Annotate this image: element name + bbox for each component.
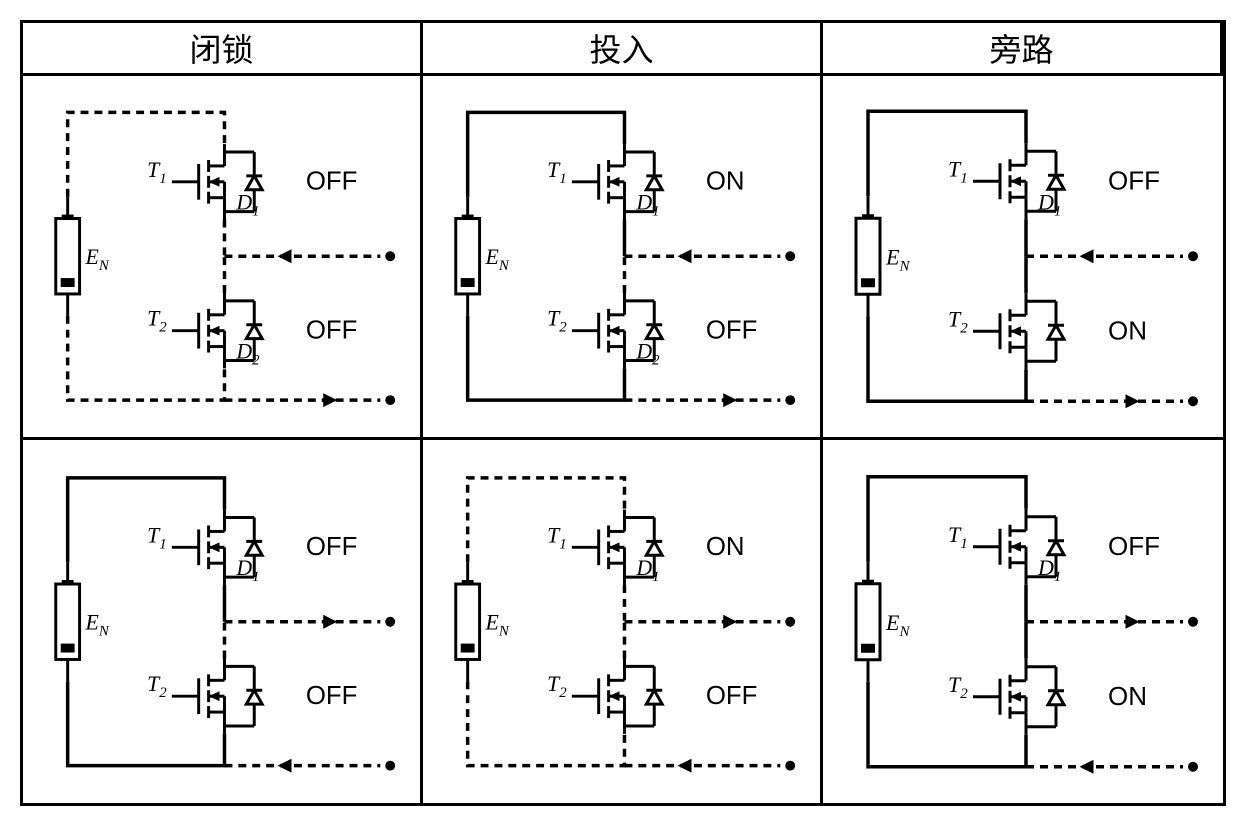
- svg-text:OFF: OFF: [306, 533, 358, 561]
- header-insert: 投入: [423, 23, 823, 76]
- svg-text:T2: T2: [547, 672, 567, 701]
- header-lockout: 闭锁: [23, 23, 423, 76]
- svg-text:T2: T2: [547, 307, 567, 336]
- svg-text:T1: T1: [547, 158, 567, 187]
- svg-text:D2: D2: [235, 339, 260, 368]
- svg-text:ON: ON: [706, 168, 745, 196]
- svg-text:D1: D1: [1037, 554, 1061, 584]
- svg-text:T1: T1: [147, 158, 167, 187]
- cell-0-1: T1 T2 D1 D2 EN ON OFF: [423, 76, 823, 440]
- svg-text:EN: EN: [485, 610, 510, 639]
- svg-text:OFF: OFF: [306, 317, 358, 345]
- svg-text:T1: T1: [948, 521, 968, 551]
- svg-text:T1: T1: [147, 523, 167, 552]
- svg-text:EN: EN: [85, 610, 110, 639]
- cell-1-1: T1 T2 D1 EN ON OFF: [423, 440, 823, 804]
- cell-1-0: T1 T2 D1 EN OFF OFF: [23, 440, 423, 804]
- svg-text:OFF: OFF: [1108, 165, 1160, 195]
- svg-text:OFF: OFF: [706, 682, 758, 710]
- cell-0-2: T1 T2 D1 EN OFF ON: [823, 76, 1223, 440]
- svg-text:EN: EN: [85, 245, 110, 274]
- svg-text:T2: T2: [948, 306, 968, 336]
- svg-text:D1: D1: [635, 556, 659, 585]
- svg-text:T2: T2: [948, 671, 968, 701]
- svg-text:OFF: OFF: [306, 168, 358, 196]
- svg-text:D2: D2: [635, 339, 660, 368]
- svg-text:OFF: OFF: [306, 682, 358, 710]
- svg-text:T2: T2: [147, 307, 167, 336]
- svg-text:OFF: OFF: [706, 317, 758, 345]
- svg-text:D1: D1: [235, 556, 259, 585]
- svg-text:T2: T2: [147, 672, 167, 701]
- svg-text:ON: ON: [1108, 680, 1147, 710]
- svg-text:ON: ON: [706, 533, 745, 561]
- circuit-grid: 闭锁 投入 旁路: [20, 20, 1226, 806]
- svg-text:T1: T1: [547, 523, 567, 552]
- svg-text:EN: EN: [885, 244, 910, 274]
- cell-0-0: T1 T2 D1 D2 EN OFF OFF: [23, 76, 423, 440]
- header-bypass: 旁路: [823, 23, 1223, 76]
- svg-text:T1: T1: [948, 156, 968, 186]
- svg-text:D1: D1: [635, 191, 659, 220]
- svg-text:EN: EN: [885, 609, 910, 639]
- svg-text:D1: D1: [235, 191, 259, 220]
- svg-text:OFF: OFF: [1108, 530, 1160, 560]
- svg-text:EN: EN: [485, 245, 510, 274]
- svg-text:D1: D1: [1037, 189, 1061, 219]
- svg-text:ON: ON: [1108, 315, 1147, 345]
- cell-1-2: T1 T2 D1 EN OFF ON: [823, 440, 1223, 804]
